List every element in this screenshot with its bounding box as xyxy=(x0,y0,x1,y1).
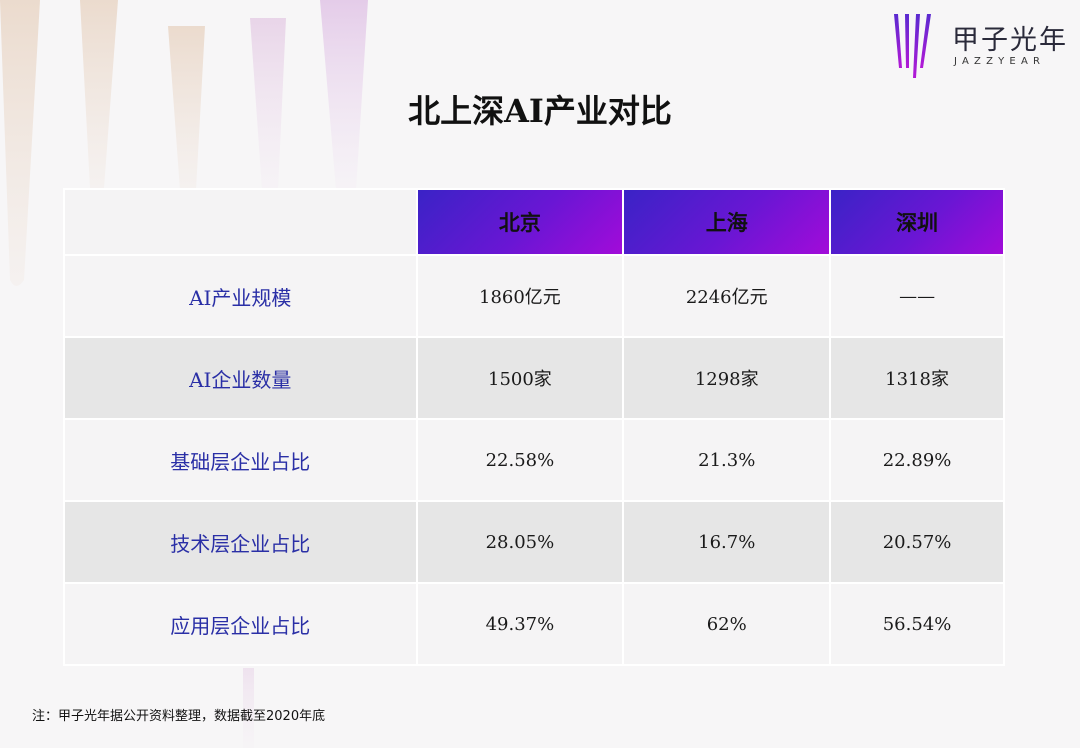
column-header-shanghai: 上海 xyxy=(624,190,830,254)
row-label: 基础层企业占比 xyxy=(65,420,416,500)
page-title: 北上深AI产业对比 xyxy=(408,92,672,130)
table-cell: 2246亿元 xyxy=(624,256,830,336)
row-label: 应用层企业占比 xyxy=(65,584,416,664)
source-note: 注：甲子光年据公开资料整理，数据截至2020年底 xyxy=(32,709,326,724)
table-cell: 28.05% xyxy=(417,502,623,582)
table-cell: —— xyxy=(831,256,1003,336)
table-row: 应用层企业占比 49.37% 62% 56.54% xyxy=(65,584,1003,664)
table-cell: 22.89% xyxy=(831,420,1003,500)
table-row: 基础层企业占比 22.58% 21.3% 22.89% xyxy=(65,420,1003,500)
table-cell: 16.7% xyxy=(624,502,830,582)
header-corner-cell xyxy=(65,190,416,254)
table-cell: 49.37% xyxy=(417,584,623,664)
table-row: AI企业数量 1500家 1298家 1318家 xyxy=(65,338,1003,418)
brand-name-cn: 甲子光年 xyxy=(952,25,1068,56)
table-cell: 1318家 xyxy=(831,338,1003,418)
table-cell: 20.57% xyxy=(831,502,1003,582)
table-cell: 56.54% xyxy=(831,584,1003,664)
table-cell: 62% xyxy=(624,584,830,664)
table-cell: 22.58% xyxy=(417,420,623,500)
column-header-beijing: 北京 xyxy=(417,190,623,254)
brand-logo: 甲子光年 JAZZYEAR xyxy=(890,10,1070,80)
row-label: AI企业数量 xyxy=(65,338,416,418)
table-row: AI产业规模 1860亿元 2246亿元 —— xyxy=(65,256,1003,336)
logo-bars-icon xyxy=(894,14,931,78)
row-label: 技术层企业占比 xyxy=(65,502,416,582)
row-label: AI产业规模 xyxy=(65,256,416,336)
column-header-shenzhen: 深圳 xyxy=(831,190,1003,254)
brand-name-en: JAZZYEAR xyxy=(954,56,1046,67)
comparison-table: 北京 上海 深圳 AI产业规模 1860亿元 2246亿元 —— AI企业数量 … xyxy=(63,188,1005,666)
table-cell: 1500家 xyxy=(417,338,623,418)
table-cell: 1860亿元 xyxy=(417,256,623,336)
table-row: 技术层企业占比 28.05% 16.7% 20.57% xyxy=(65,502,1003,582)
table-cell: 1298家 xyxy=(624,338,830,418)
table-cell: 21.3% xyxy=(624,420,830,500)
table-header-row: 北京 上海 深圳 xyxy=(65,190,1003,254)
